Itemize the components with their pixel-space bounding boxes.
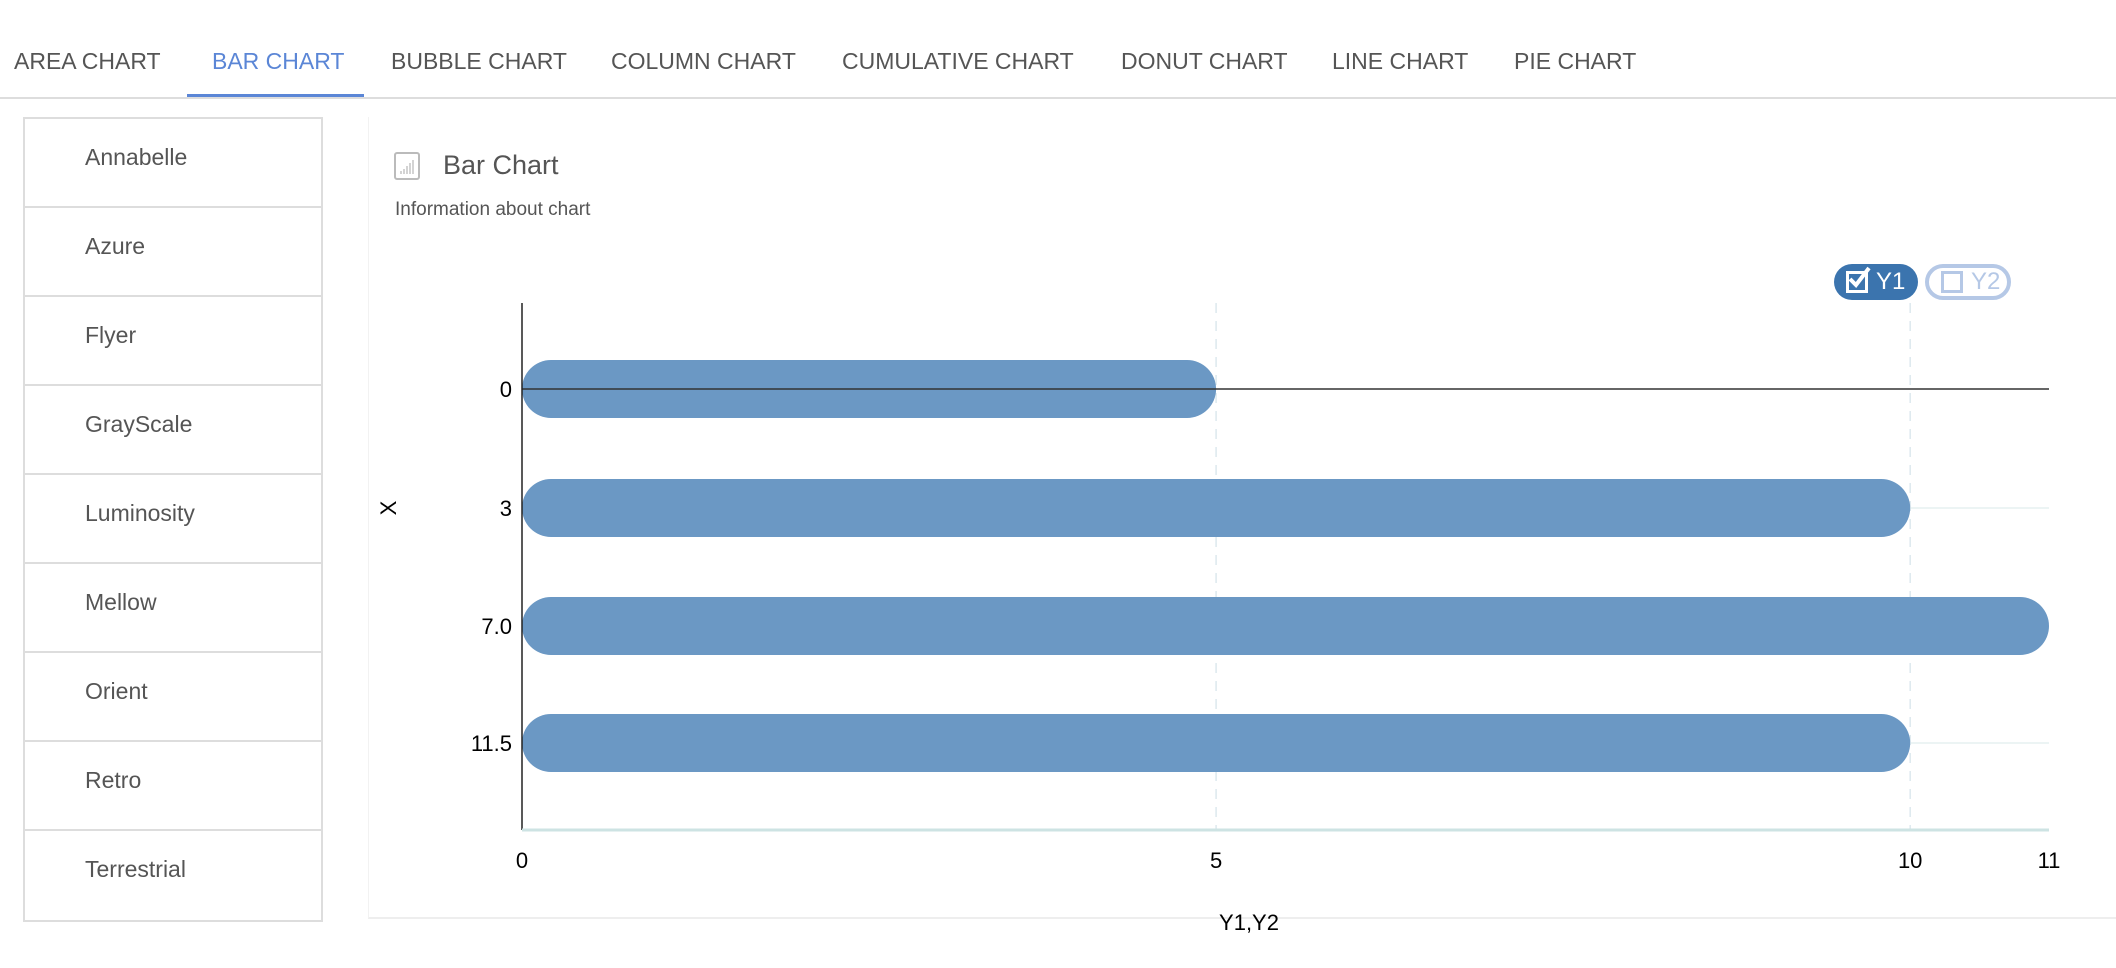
checkbox-checked-icon bbox=[1846, 266, 1871, 293]
chart-type-tabs: AREA CHART BAR CHART BUBBLE CHART COLUMN CH… bbox=[0, 0, 2116, 99]
chart-subtitle: Information about chart bbox=[395, 199, 591, 220]
theme-list: Annabelle Azure Flyer GrayScale Luminosity Me… bbox=[23, 117, 323, 922]
x-tick-label: 5 bbox=[1210, 848, 1222, 873]
theme-item-luminosity[interactable]: Luminosity bbox=[25, 475, 321, 564]
y-tick-label: 7.0 bbox=[481, 614, 512, 639]
bar-7.0 bbox=[522, 597, 2049, 655]
x-tick-label: 11 bbox=[2038, 848, 2061, 873]
y-tick-label: 11.5 bbox=[471, 731, 512, 756]
y-axis-label: X bbox=[376, 500, 401, 515]
theme-item-retro[interactable]: Retro bbox=[25, 742, 321, 831]
legend-item-y1[interactable]: Y1 bbox=[1834, 264, 1918, 300]
x-tick-label: 0 bbox=[516, 848, 528, 873]
tab-donut-chart[interactable]: DONUT CHART bbox=[1121, 48, 1288, 74]
tab-column-chart[interactable]: COLUMN CHART bbox=[611, 48, 796, 74]
theme-item-orient[interactable]: Orient bbox=[25, 653, 321, 742]
tab-bar-chart[interactable]: BAR CHART bbox=[212, 48, 345, 74]
bar-chart-icon bbox=[394, 152, 420, 180]
x-axis-label: Y1,Y2 bbox=[1219, 910, 1279, 935]
legend-label: Y1 bbox=[1876, 268, 1906, 295]
theme-item-mellow[interactable]: Mellow bbox=[25, 564, 321, 653]
theme-item-grayscale[interactable]: GrayScale bbox=[25, 386, 321, 475]
x-tick-label: 10 bbox=[1898, 848, 1922, 873]
legend-label: Y2 bbox=[1971, 268, 2001, 295]
tab-pie-chart[interactable]: PIE CHART bbox=[1514, 48, 1637, 74]
chart-title: Bar Chart bbox=[443, 150, 559, 180]
tab-area-chart[interactable]: AREA CHART bbox=[14, 48, 161, 74]
active-tab-indicator bbox=[187, 94, 364, 97]
y-tick-label: 3 bbox=[500, 496, 512, 521]
bar-3 bbox=[522, 479, 1911, 537]
tab-line-chart[interactable]: LINE CHART bbox=[1332, 48, 1469, 74]
tab-cumulative-chart[interactable]: CUMULATIVE CHART bbox=[842, 48, 1074, 74]
legend-item-y2[interactable]: Y2 bbox=[1925, 264, 2011, 300]
bar-11.5 bbox=[522, 714, 1911, 772]
theme-item-terrestrial[interactable]: Terrestrial bbox=[85, 856, 186, 882]
tab-bubble-chart[interactable]: BUBBLE CHART bbox=[391, 48, 567, 74]
y-tick-label: 0 bbox=[500, 377, 512, 402]
theme-item-annabelle[interactable]: Annabelle bbox=[25, 119, 321, 208]
checkbox-unchecked-icon bbox=[1941, 271, 1963, 293]
theme-item-flyer[interactable]: Flyer bbox=[25, 297, 321, 386]
theme-item-azure[interactable]: Azure bbox=[25, 208, 321, 297]
chart-panel bbox=[368, 117, 2116, 919]
